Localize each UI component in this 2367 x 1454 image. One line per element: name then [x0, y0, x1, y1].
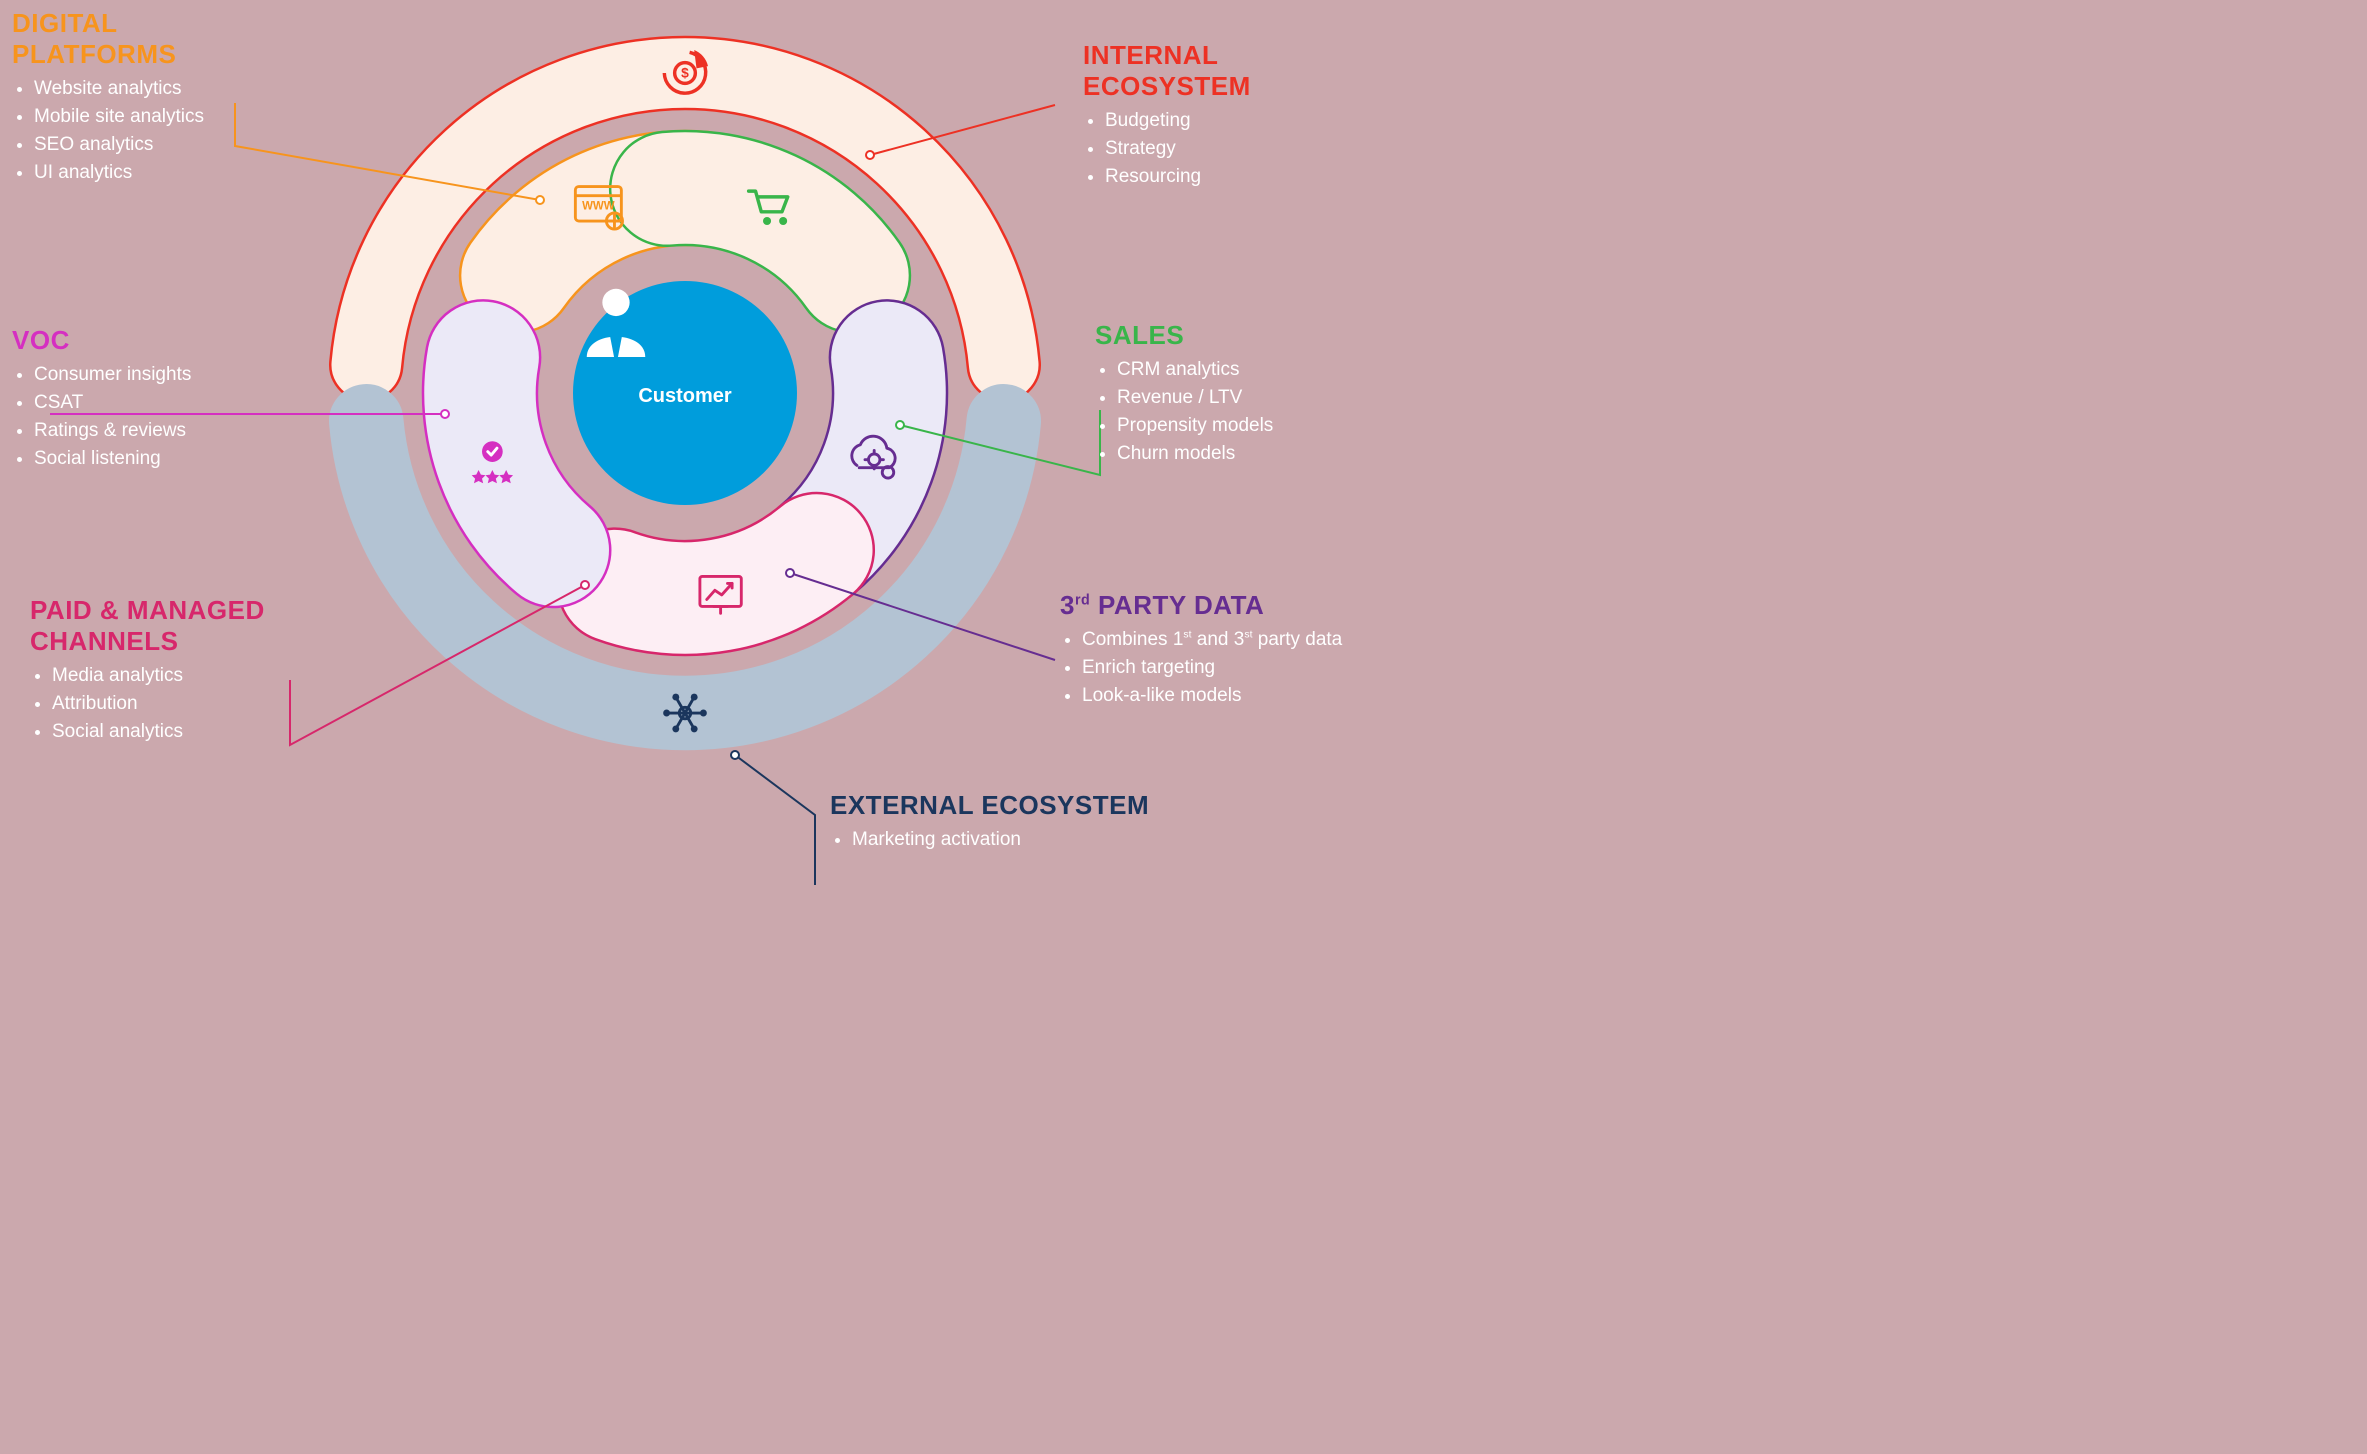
customer-icon — [573, 281, 659, 359]
callout-item: UI analytics — [34, 162, 272, 184]
callout-list: Budgeting Strategy Resourcing — [1083, 110, 1383, 188]
callout-digital-platforms: DIGITAL PLATFORMS Website analytics Mobil… — [12, 8, 272, 190]
callout-list: Media analytics Attribution Social analyti… — [30, 665, 320, 743]
callout-item: Mobile site analytics — [34, 106, 272, 128]
callout-item: CRM analytics — [1117, 359, 1395, 381]
callout-title: EXTERNAL ECOSYSTEM — [830, 790, 1150, 821]
callout-item: Social analytics — [52, 721, 320, 743]
callout-title: VOC — [12, 325, 242, 356]
callout-item: Website analytics — [34, 78, 272, 100]
callout-item: Consumer insights — [34, 364, 242, 386]
callout-third-party-data: 3rd PARTY DATA Combines 1st and 3st part… — [1060, 590, 1480, 713]
callout-sales: SALES CRM analytics Revenue / LTV Propensi… — [1095, 320, 1395, 471]
callout-item: SEO analytics — [34, 134, 272, 156]
callout-item: Media analytics — [52, 665, 320, 687]
center-customer: Customer — [573, 281, 797, 505]
callout-list: Consumer insights CSAT Ratings & reviews So… — [12, 364, 242, 470]
svg-text:WWW: WWW — [582, 201, 615, 213]
callout-item: Social listening — [34, 448, 242, 470]
callout-title: DIGITAL PLATFORMS — [12, 8, 272, 70]
callout-item: Combines 1st and 3st party data — [1082, 629, 1480, 651]
callout-item: Marketing activation — [852, 829, 1150, 851]
callout-item: Resourcing — [1105, 166, 1383, 188]
callout-title: 3rd PARTY DATA — [1060, 590, 1480, 621]
callout-title: PAID & MANAGED CHANNELS — [30, 595, 320, 657]
callout-item: CSAT — [34, 392, 242, 414]
callout-item: Ratings & reviews — [34, 420, 242, 442]
callout-voc: VOC Consumer insights CSAT Ratings & revie… — [12, 325, 242, 476]
callout-item: Revenue / LTV — [1117, 387, 1395, 409]
callout-title: SALES — [1095, 320, 1395, 351]
callout-list: Combines 1st and 3st party data Enrich ta… — [1060, 629, 1480, 707]
callout-internal-ecosystem: INTERNAL ECOSYSTEM Budgeting Strategy Reso… — [1083, 40, 1383, 194]
callout-item: Strategy — [1105, 138, 1383, 160]
callout-item: Enrich targeting — [1082, 657, 1480, 679]
callout-list: CRM analytics Revenue / LTV Propensity mod… — [1095, 359, 1395, 465]
svg-text:$: $ — [681, 66, 689, 81]
callout-paid-managed-channels: PAID & MANAGED CHANNELS Media analytics A… — [30, 595, 320, 749]
callout-list: Website analytics Mobile site analytics SE… — [12, 78, 272, 184]
callout-title: INTERNAL ECOSYSTEM — [1083, 40, 1383, 102]
callout-item: Look-a-like models — [1082, 685, 1480, 707]
callout-item: Propensity models — [1117, 415, 1395, 437]
callout-item: Budgeting — [1105, 110, 1383, 132]
callout-item: Attribution — [52, 693, 320, 715]
callout-external-ecosystem: EXTERNAL ECOSYSTEM Marketing activation — [830, 790, 1150, 857]
center-label: Customer — [638, 385, 731, 408]
callout-item: Churn models — [1117, 443, 1395, 465]
callout-list: Marketing activation — [830, 829, 1150, 851]
diagram-stage: WWW $ Customer DIGITAL PLATFORMS Website … — [0, 0, 1479, 909]
